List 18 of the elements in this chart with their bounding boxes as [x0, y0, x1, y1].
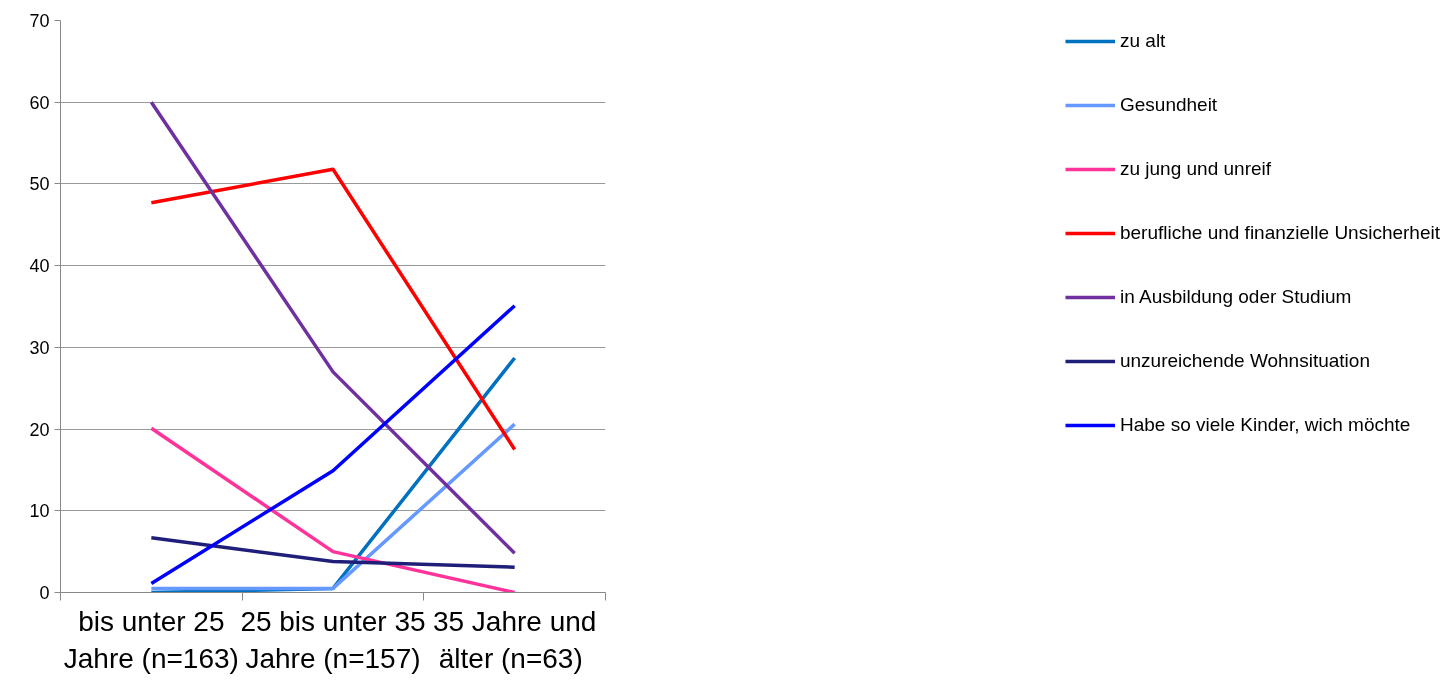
- legend-label: zu alt: [1119, 30, 1166, 52]
- x-tick-label: bis unter 25 Jahre (n=163): [63, 605, 239, 674]
- x-tick-label: 25 bis unter 35 Jahre (n=157): [240, 605, 426, 674]
- legend-label: berufliche und finanzielle Unsicherheit: [1119, 222, 1440, 244]
- x-tick-label: 35 Jahre und älter (n=63): [432, 605, 597, 674]
- legend-label: zu jung und unreif: [1119, 158, 1272, 180]
- y-tick-label: 0: [39, 583, 50, 603]
- legend-label: unzureichende Wohnsituation: [1119, 350, 1370, 372]
- legend-label: in Ausbildung oder Studium: [1119, 286, 1352, 308]
- y-tick-label: 60: [29, 92, 50, 113]
- legend-label: Gesundheit: [1119, 94, 1218, 116]
- legend-label: Habe so viele Kinder, wich möchte: [1119, 414, 1411, 436]
- y-tick-label: 70: [29, 11, 50, 31]
- y-tick-label: 40: [29, 256, 50, 277]
- y-tick-label: 50: [29, 174, 50, 195]
- y-tick-label: 20: [29, 419, 50, 440]
- y-tick-label: 10: [29, 501, 50, 522]
- y-tick-label: 30: [29, 337, 50, 358]
